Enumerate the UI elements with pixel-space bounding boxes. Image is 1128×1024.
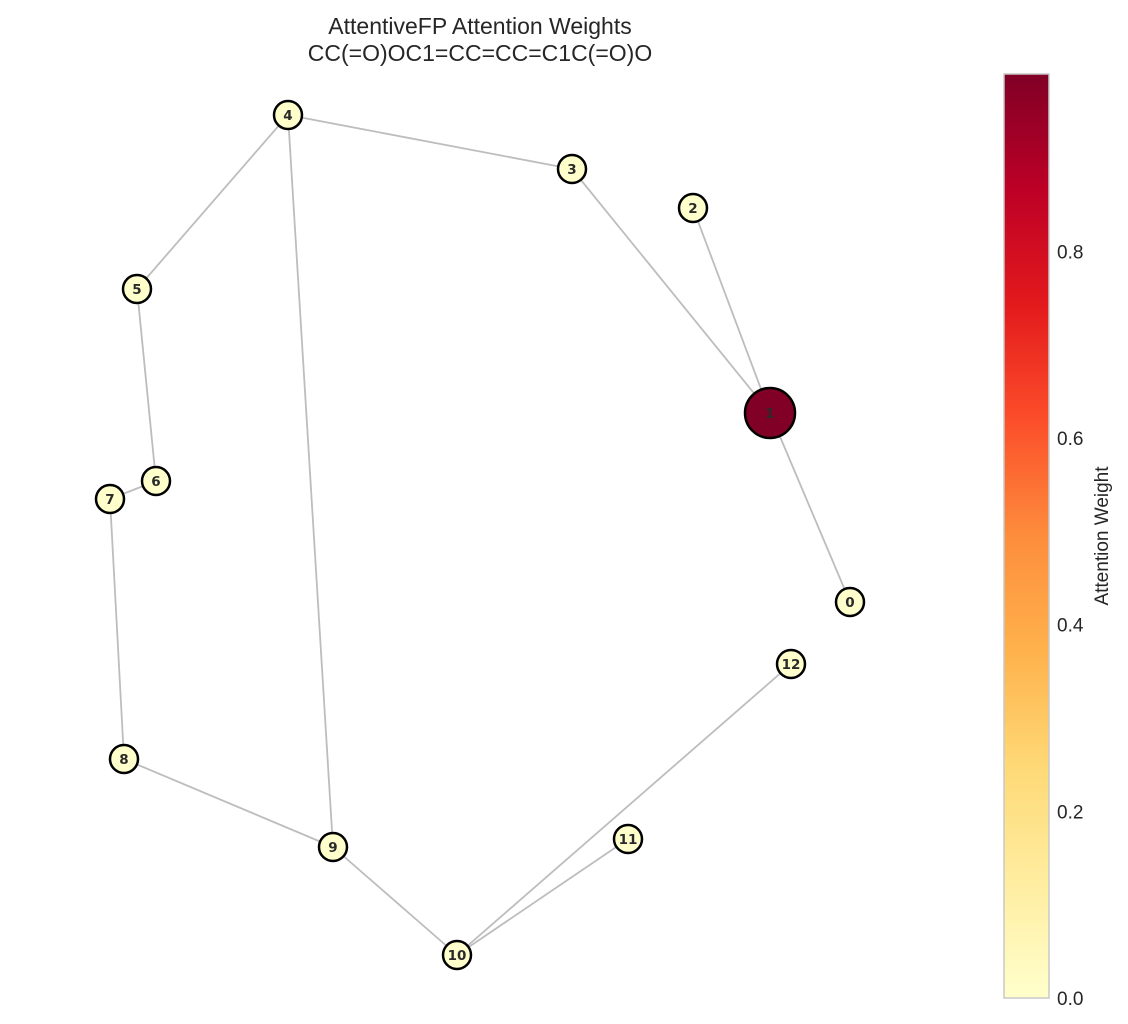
node-circle-11 bbox=[612, 823, 644, 855]
node-label-5: 5 bbox=[132, 282, 141, 298]
node-circle-9 bbox=[317, 831, 349, 863]
node-label-9: 9 bbox=[328, 840, 337, 856]
chart-subtitle-smiles: CC(=O)OC1=CC=CC=C1C(=O)O bbox=[308, 40, 652, 66]
colorbar: 0.0 0.2 0.4 0.6 0.8 Attention Weight bbox=[1003, 73, 1113, 1010]
colorbar-ticks: 0.0 0.2 0.4 0.6 0.8 bbox=[1057, 242, 1084, 1010]
node-label-11: 11 bbox=[619, 832, 638, 848]
node-8: 8 bbox=[108, 743, 140, 775]
edge-3-4 bbox=[287, 114, 573, 170]
colorbar-gradient bbox=[1003, 73, 1050, 999]
node-label-6: 6 bbox=[151, 474, 160, 490]
colorbar-tick-label: 0.0 bbox=[1057, 989, 1083, 1010]
node-circle-4 bbox=[272, 99, 304, 131]
node-circle-3 bbox=[556, 153, 588, 185]
node-label-4: 4 bbox=[283, 108, 292, 124]
node-label-1: 1 bbox=[765, 406, 774, 422]
node-10: 10 bbox=[441, 939, 473, 971]
edge-10-11 bbox=[456, 838, 629, 956]
node-7: 7 bbox=[94, 483, 126, 515]
node-1: 1 bbox=[743, 386, 797, 440]
node-11: 11 bbox=[612, 823, 644, 855]
node-4: 4 bbox=[272, 99, 304, 131]
node-circle-10 bbox=[441, 939, 473, 971]
colorbar-label: Attention Weight bbox=[1092, 466, 1113, 606]
node-circle-5 bbox=[121, 273, 153, 305]
edge-9-4 bbox=[287, 114, 334, 848]
colorbar-tick-label: 0.8 bbox=[1057, 242, 1083, 263]
node-5: 5 bbox=[121, 273, 153, 305]
edge-9-10 bbox=[332, 846, 458, 956]
edge-4-5 bbox=[136, 114, 289, 290]
node-0: 0 bbox=[834, 586, 866, 618]
node-circle-8 bbox=[108, 743, 140, 775]
edge-5-6 bbox=[136, 288, 157, 482]
node-circle-7 bbox=[94, 483, 126, 515]
colorbar-tick-label: 0.2 bbox=[1057, 802, 1083, 823]
node-2: 2 bbox=[677, 192, 709, 224]
node-9: 9 bbox=[317, 831, 349, 863]
node-circle-1 bbox=[743, 386, 797, 440]
edge-10-12 bbox=[456, 663, 792, 956]
node-6: 6 bbox=[140, 465, 172, 497]
edge-0-1 bbox=[769, 412, 851, 603]
node-label-12: 12 bbox=[782, 657, 801, 673]
edge-1-2 bbox=[692, 207, 771, 414]
node-label-7: 7 bbox=[105, 492, 114, 508]
edge-1-3 bbox=[571, 168, 771, 414]
edges-layer bbox=[109, 114, 851, 956]
edge-8-9 bbox=[123, 758, 334, 848]
chart-title: AttentiveFP Attention Weights bbox=[328, 13, 631, 39]
node-12: 12 bbox=[775, 648, 807, 680]
node-circle-6 bbox=[140, 465, 172, 497]
node-label-8: 8 bbox=[119, 752, 128, 768]
node-3: 3 bbox=[556, 153, 588, 185]
node-circle-12 bbox=[775, 648, 807, 680]
node-label-2: 2 bbox=[688, 201, 697, 217]
node-label-0: 0 bbox=[845, 595, 854, 611]
node-circle-2 bbox=[677, 192, 709, 224]
node-circle-0 bbox=[834, 586, 866, 618]
colorbar-tick-label: 0.4 bbox=[1057, 616, 1084, 637]
edge-7-8 bbox=[109, 498, 125, 760]
node-label-3: 3 bbox=[567, 162, 576, 178]
colorbar-tick-label: 0.6 bbox=[1057, 429, 1083, 450]
node-label-10: 10 bbox=[448, 948, 467, 964]
